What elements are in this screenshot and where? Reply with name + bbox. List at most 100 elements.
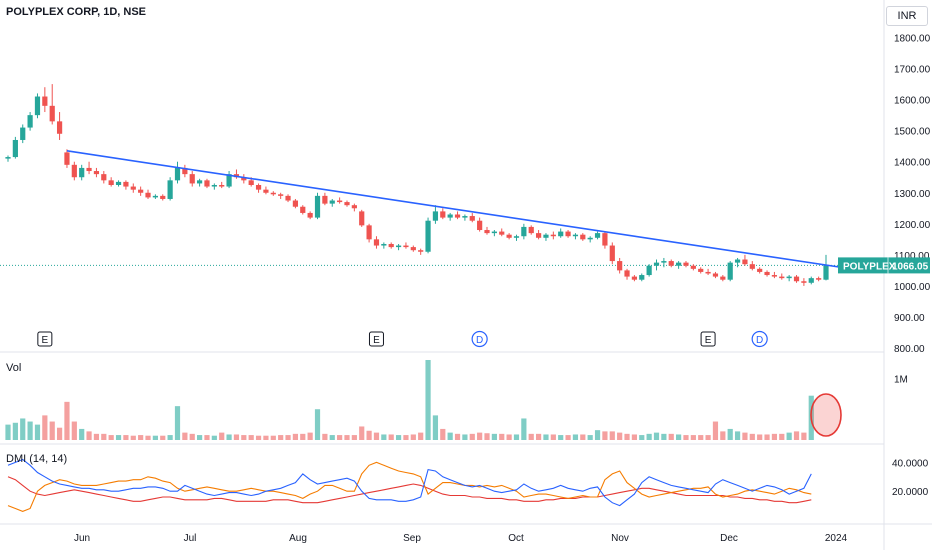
volume-bar	[160, 435, 166, 440]
volume-bar	[698, 435, 704, 440]
dmi-tick-label: 40.0000	[892, 458, 929, 469]
candle	[410, 245, 416, 252]
candle-body	[469, 216, 475, 221]
candle-body	[351, 205, 357, 209]
candle-body	[5, 157, 11, 159]
earnings-marker-label: E	[705, 335, 712, 346]
candle	[241, 174, 247, 184]
candle	[617, 257, 623, 274]
candle-body	[631, 276, 637, 280]
price-tick-label: 900.00	[894, 313, 925, 324]
volume-bar	[786, 432, 792, 440]
candle-body	[690, 265, 696, 269]
candle	[115, 180, 122, 187]
candle-body	[757, 268, 763, 272]
candle-body	[499, 231, 505, 235]
volume-bar	[86, 431, 92, 440]
candle	[631, 275, 637, 282]
candle-body	[764, 271, 770, 276]
volume-bar	[182, 432, 188, 440]
price-tick-label: 1000.00	[894, 282, 931, 293]
volume-bar	[278, 435, 284, 440]
volume-bar	[248, 435, 254, 440]
candle	[20, 124, 26, 144]
candle-body	[130, 186, 136, 190]
candle	[307, 211, 313, 220]
candle-body	[123, 181, 129, 187]
candle	[491, 230, 497, 237]
candle-body	[300, 206, 306, 213]
candle-body	[373, 239, 380, 246]
volume-bar	[506, 434, 512, 440]
time-tick-label: Oct	[508, 533, 524, 544]
candle-body	[410, 247, 416, 251]
candle	[506, 233, 512, 240]
candle-body	[152, 195, 158, 198]
candle-body	[587, 237, 593, 240]
volume-bar	[558, 435, 564, 440]
candle-body	[322, 195, 328, 204]
volume-bar	[793, 431, 800, 440]
volume-bar	[241, 435, 247, 440]
earnings-marker-box	[700, 331, 716, 347]
candle	[211, 183, 217, 190]
candle-body	[174, 167, 181, 181]
candle-body	[56, 121, 63, 134]
volume-bar	[602, 431, 608, 440]
candle	[609, 242, 615, 265]
candle	[373, 236, 380, 249]
volume-bar	[189, 433, 195, 440]
volume-bar	[64, 401, 70, 440]
candle	[418, 248, 424, 255]
time-tick-label: Nov	[611, 533, 629, 544]
candle	[138, 186, 144, 196]
volume-bar	[499, 433, 505, 440]
volume-bar	[351, 435, 357, 440]
candle-body	[395, 245, 402, 248]
candle	[152, 194, 158, 199]
volume-bar	[440, 428, 446, 440]
candle	[808, 276, 814, 285]
candle-body	[20, 127, 26, 140]
price-tick-label: 1800.00	[894, 34, 931, 45]
candle	[661, 257, 667, 268]
price-badge-bg	[838, 257, 930, 274]
candle	[786, 275, 792, 282]
volume-bar	[617, 432, 623, 440]
candle-body	[278, 194, 284, 196]
candle	[705, 268, 711, 276]
candle	[528, 225, 534, 235]
volume-bar	[418, 432, 424, 440]
price-tick-label: 1200.00	[894, 220, 931, 231]
candle	[145, 189, 151, 199]
candle-body	[285, 195, 291, 201]
dmi-tick-label: 20.0000	[892, 487, 929, 498]
volume-bar	[580, 434, 586, 440]
candle-body	[381, 243, 387, 246]
candle	[572, 233, 579, 240]
candle-body	[793, 276, 800, 282]
candle-body	[624, 270, 630, 277]
candle-body	[440, 211, 446, 218]
candle	[197, 178, 203, 187]
volume-bar	[734, 431, 741, 440]
candle-body	[580, 234, 586, 240]
volume-bar	[145, 435, 151, 440]
candle-body	[617, 261, 623, 271]
volume-bar	[432, 415, 439, 440]
volume-bar	[285, 435, 291, 440]
dividend-marker-circle	[471, 330, 488, 348]
volume-bar	[314, 409, 321, 440]
candle-body	[572, 234, 579, 237]
volume-bar	[639, 435, 645, 440]
currency-button[interactable]: INR	[886, 6, 928, 26]
candle	[580, 233, 586, 241]
volume-bar	[720, 431, 726, 440]
candle-body	[248, 180, 254, 185]
candle	[462, 214, 468, 221]
volume-bar	[491, 433, 497, 440]
candle-body	[727, 262, 733, 280]
candle	[565, 230, 571, 238]
volume-bar	[594, 430, 601, 440]
